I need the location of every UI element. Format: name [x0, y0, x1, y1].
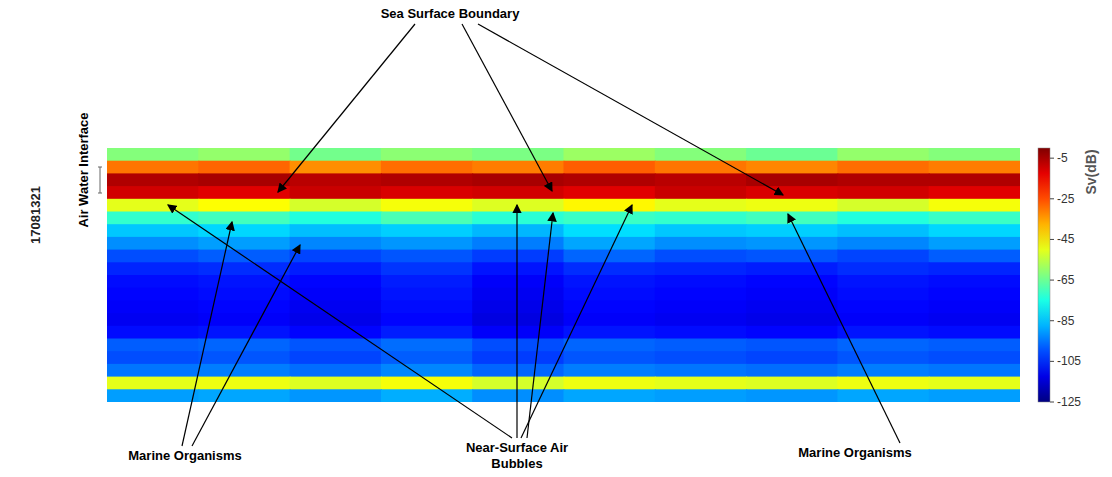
svg-text:-85: -85 [1057, 314, 1075, 328]
svg-text:Near-Surface Air: Near-Surface Air [466, 440, 568, 455]
svg-text:-45: -45 [1057, 232, 1075, 246]
svg-text:Marine Organisms: Marine Organisms [128, 448, 241, 463]
svg-text:-125: -125 [1057, 395, 1081, 409]
svg-text:Bubbles: Bubbles [491, 456, 542, 471]
svg-text:Sea Surface Boundary: Sea Surface Boundary [381, 6, 520, 21]
svg-text:Sv(dB): Sv(dB) [1083, 149, 1099, 194]
svg-text:Marine Organisms: Marine Organisms [798, 445, 911, 460]
svg-text:17081321: 17081321 [28, 186, 43, 244]
svg-text:-105: -105 [1057, 354, 1081, 368]
svg-text:-5: -5 [1057, 151, 1068, 165]
svg-text:-25: -25 [1057, 192, 1075, 206]
svg-text:-65: -65 [1057, 273, 1075, 287]
svg-text:Air Water Interface: Air Water Interface [76, 112, 91, 227]
